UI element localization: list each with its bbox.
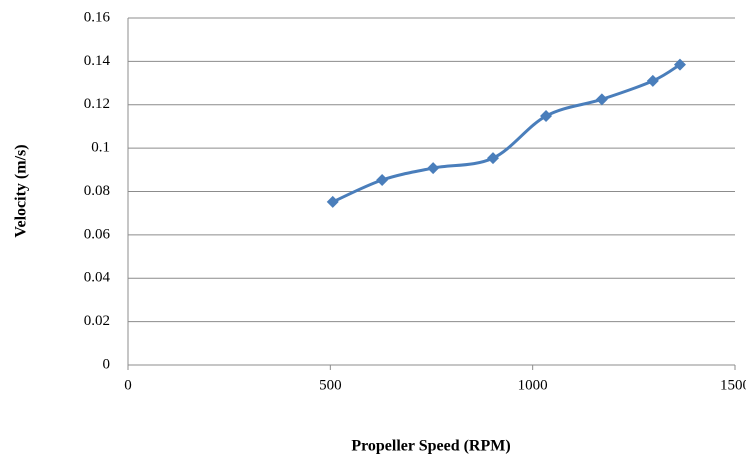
x-tick-label: 0 [124,377,132,393]
x-tick-label: 1500 [720,377,746,393]
marker [646,74,659,87]
marker [487,152,500,165]
marker [376,174,389,187]
marker [427,162,440,175]
marker [326,195,339,208]
y-tick-label: 0.12 [84,96,110,112]
y-tick-label: 0.14 [84,53,111,69]
y-axis-title: Velocity (m/s) [13,144,30,237]
y-tick-label: 0.1 [91,140,110,156]
x-tick-label: 500 [319,377,342,393]
y-tick-label: 0.06 [84,226,111,242]
y-tick-label: 0.16 [84,9,111,25]
y-tick-label: 0.02 [84,313,110,329]
y-tick-label: 0.04 [84,270,111,286]
x-tick-label: 1000 [518,377,548,393]
marker [595,93,608,106]
y-tick-label: 0.08 [84,183,110,199]
series-line [332,63,681,204]
x-axis-title: Propeller Speed (RPM) [351,438,510,455]
marker [673,58,686,71]
y-tick-label: 0 [103,356,111,372]
marker [540,110,553,123]
